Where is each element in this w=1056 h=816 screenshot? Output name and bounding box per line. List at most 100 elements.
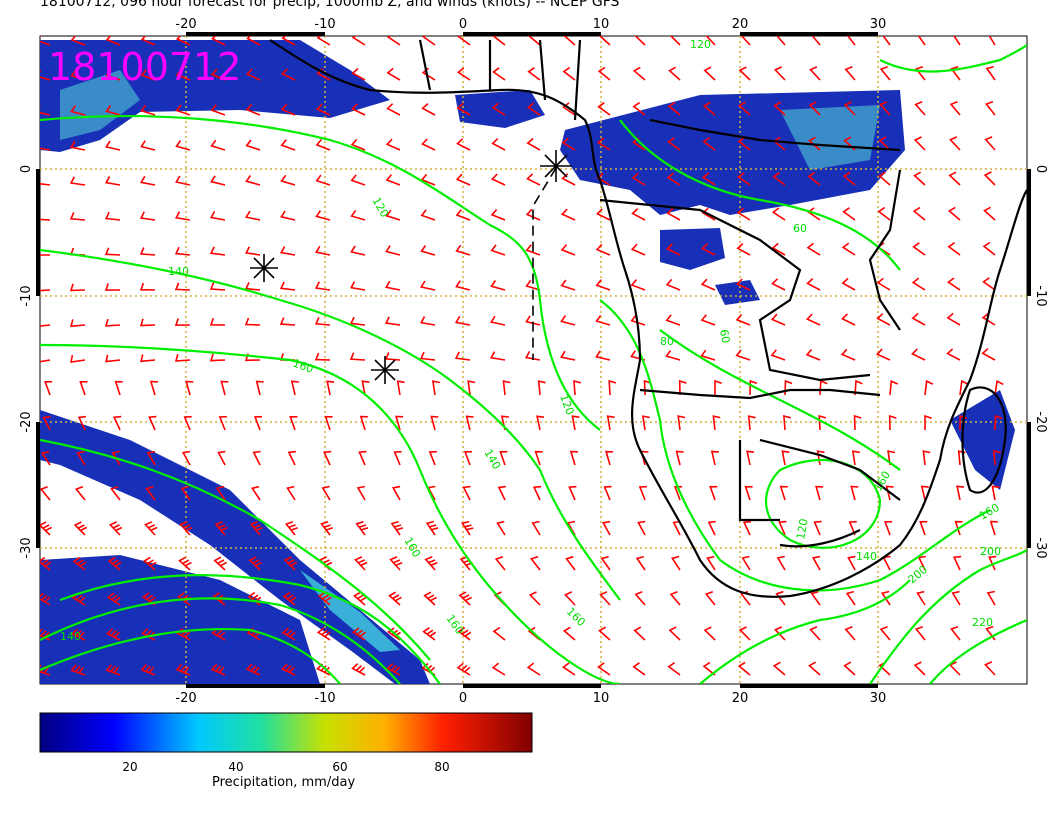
wind-barb bbox=[70, 36, 86, 46]
wind-barb bbox=[742, 520, 752, 536]
wind-barb bbox=[601, 520, 611, 536]
wind-barb bbox=[924, 379, 934, 396]
wind-barb bbox=[569, 450, 578, 466]
wind-barb bbox=[175, 140, 191, 151]
wind-barb bbox=[630, 314, 646, 326]
wind-barb bbox=[385, 245, 401, 256]
wind-barb bbox=[174, 353, 191, 362]
madagascar bbox=[961, 386, 1007, 494]
wind-barb bbox=[40, 218, 51, 221]
wind-barb bbox=[562, 66, 576, 81]
wind-barb bbox=[805, 313, 821, 326]
wind-barb bbox=[385, 138, 401, 151]
wind-barb bbox=[70, 105, 86, 116]
wind-barb bbox=[214, 521, 228, 536]
wind-barb bbox=[174, 318, 191, 327]
wind-barb bbox=[983, 171, 996, 186]
wind-barb bbox=[352, 627, 366, 641]
wind-barb bbox=[280, 210, 296, 221]
wind-barb bbox=[143, 556, 157, 571]
wind-barb bbox=[210, 68, 226, 81]
wind-barb bbox=[40, 521, 53, 536]
wind-barb bbox=[911, 312, 926, 326]
wind-barb bbox=[735, 313, 751, 326]
wind-barb bbox=[840, 348, 856, 361]
precip-area-nw bbox=[40, 40, 390, 152]
wind-barb bbox=[887, 450, 896, 466]
wind-barb bbox=[390, 520, 404, 536]
wind-barb bbox=[279, 281, 296, 291]
wind-barb bbox=[385, 174, 401, 186]
wind-barb bbox=[847, 555, 856, 571]
wind-barb bbox=[994, 414, 1003, 431]
wind-barb bbox=[634, 36, 646, 46]
wind-barb bbox=[492, 36, 506, 46]
dashed-track bbox=[532, 167, 557, 360]
wind-barb bbox=[139, 282, 156, 291]
wind-barb bbox=[175, 104, 191, 116]
wind-barb bbox=[738, 626, 751, 641]
wind-barb bbox=[952, 555, 962, 571]
wind-barb bbox=[139, 211, 156, 221]
wind-barb bbox=[105, 354, 121, 363]
contour-label: 80 bbox=[660, 335, 674, 348]
wind-barb bbox=[386, 67, 401, 81]
wind-barb bbox=[712, 415, 721, 431]
wind-barb bbox=[913, 171, 926, 186]
wind-barb bbox=[40, 556, 52, 571]
wind-barb bbox=[847, 36, 856, 46]
wind-barb bbox=[284, 520, 298, 536]
wind-barb bbox=[314, 317, 331, 326]
wind-barb bbox=[105, 140, 121, 151]
wind-barb bbox=[209, 317, 226, 326]
wind-barb bbox=[210, 663, 226, 676]
wind-barb bbox=[490, 208, 506, 221]
wind-barb bbox=[457, 626, 472, 641]
wind-barb bbox=[385, 280, 401, 291]
wind-barb bbox=[44, 380, 53, 396]
border-6 bbox=[649, 118, 901, 152]
wind-barb bbox=[985, 65, 996, 81]
wind-barb bbox=[771, 242, 786, 256]
wind-barb bbox=[282, 591, 297, 606]
wind-barb bbox=[385, 209, 401, 221]
wind-barb bbox=[353, 591, 367, 606]
wind-barb bbox=[289, 416, 298, 431]
wind-barb bbox=[701, 172, 716, 186]
wind-barb bbox=[562, 626, 576, 641]
wind-barb bbox=[982, 241, 996, 256]
wind-barb bbox=[875, 348, 891, 361]
wind-barb bbox=[560, 350, 576, 361]
wind-barb bbox=[534, 450, 543, 466]
wind-barb bbox=[281, 627, 296, 641]
wind-barb bbox=[351, 67, 366, 81]
wind-barb bbox=[280, 103, 296, 116]
border-7 bbox=[418, 39, 582, 121]
wind-barb bbox=[665, 278, 681, 291]
coast-west-africa bbox=[269, 39, 1027, 598]
wind-barb bbox=[73, 521, 88, 536]
bottom-lon-tick: 0 bbox=[459, 691, 467, 706]
wind-barb bbox=[883, 520, 893, 536]
wind-barb bbox=[537, 380, 546, 396]
wind-barb bbox=[69, 176, 86, 186]
wind-barb bbox=[211, 36, 226, 46]
wind-barb bbox=[665, 350, 681, 361]
wind-barb bbox=[703, 626, 716, 641]
wind-barb bbox=[669, 591, 681, 606]
wind-barb bbox=[774, 626, 786, 641]
wind-barb bbox=[149, 380, 158, 396]
wind-barb bbox=[811, 36, 821, 46]
precip-area-central-core bbox=[780, 105, 880, 170]
wind-barb bbox=[213, 556, 227, 571]
wind-barb bbox=[105, 664, 121, 676]
wind-barb bbox=[878, 171, 891, 186]
wind-barb bbox=[174, 211, 191, 221]
precip-area-gulf bbox=[455, 90, 545, 128]
wind-barb bbox=[841, 242, 856, 256]
wind-barb bbox=[746, 450, 755, 466]
wind-barb bbox=[700, 314, 716, 326]
wind-barb bbox=[956, 485, 965, 501]
wind-barb bbox=[630, 243, 646, 256]
wind-barb bbox=[853, 414, 862, 431]
